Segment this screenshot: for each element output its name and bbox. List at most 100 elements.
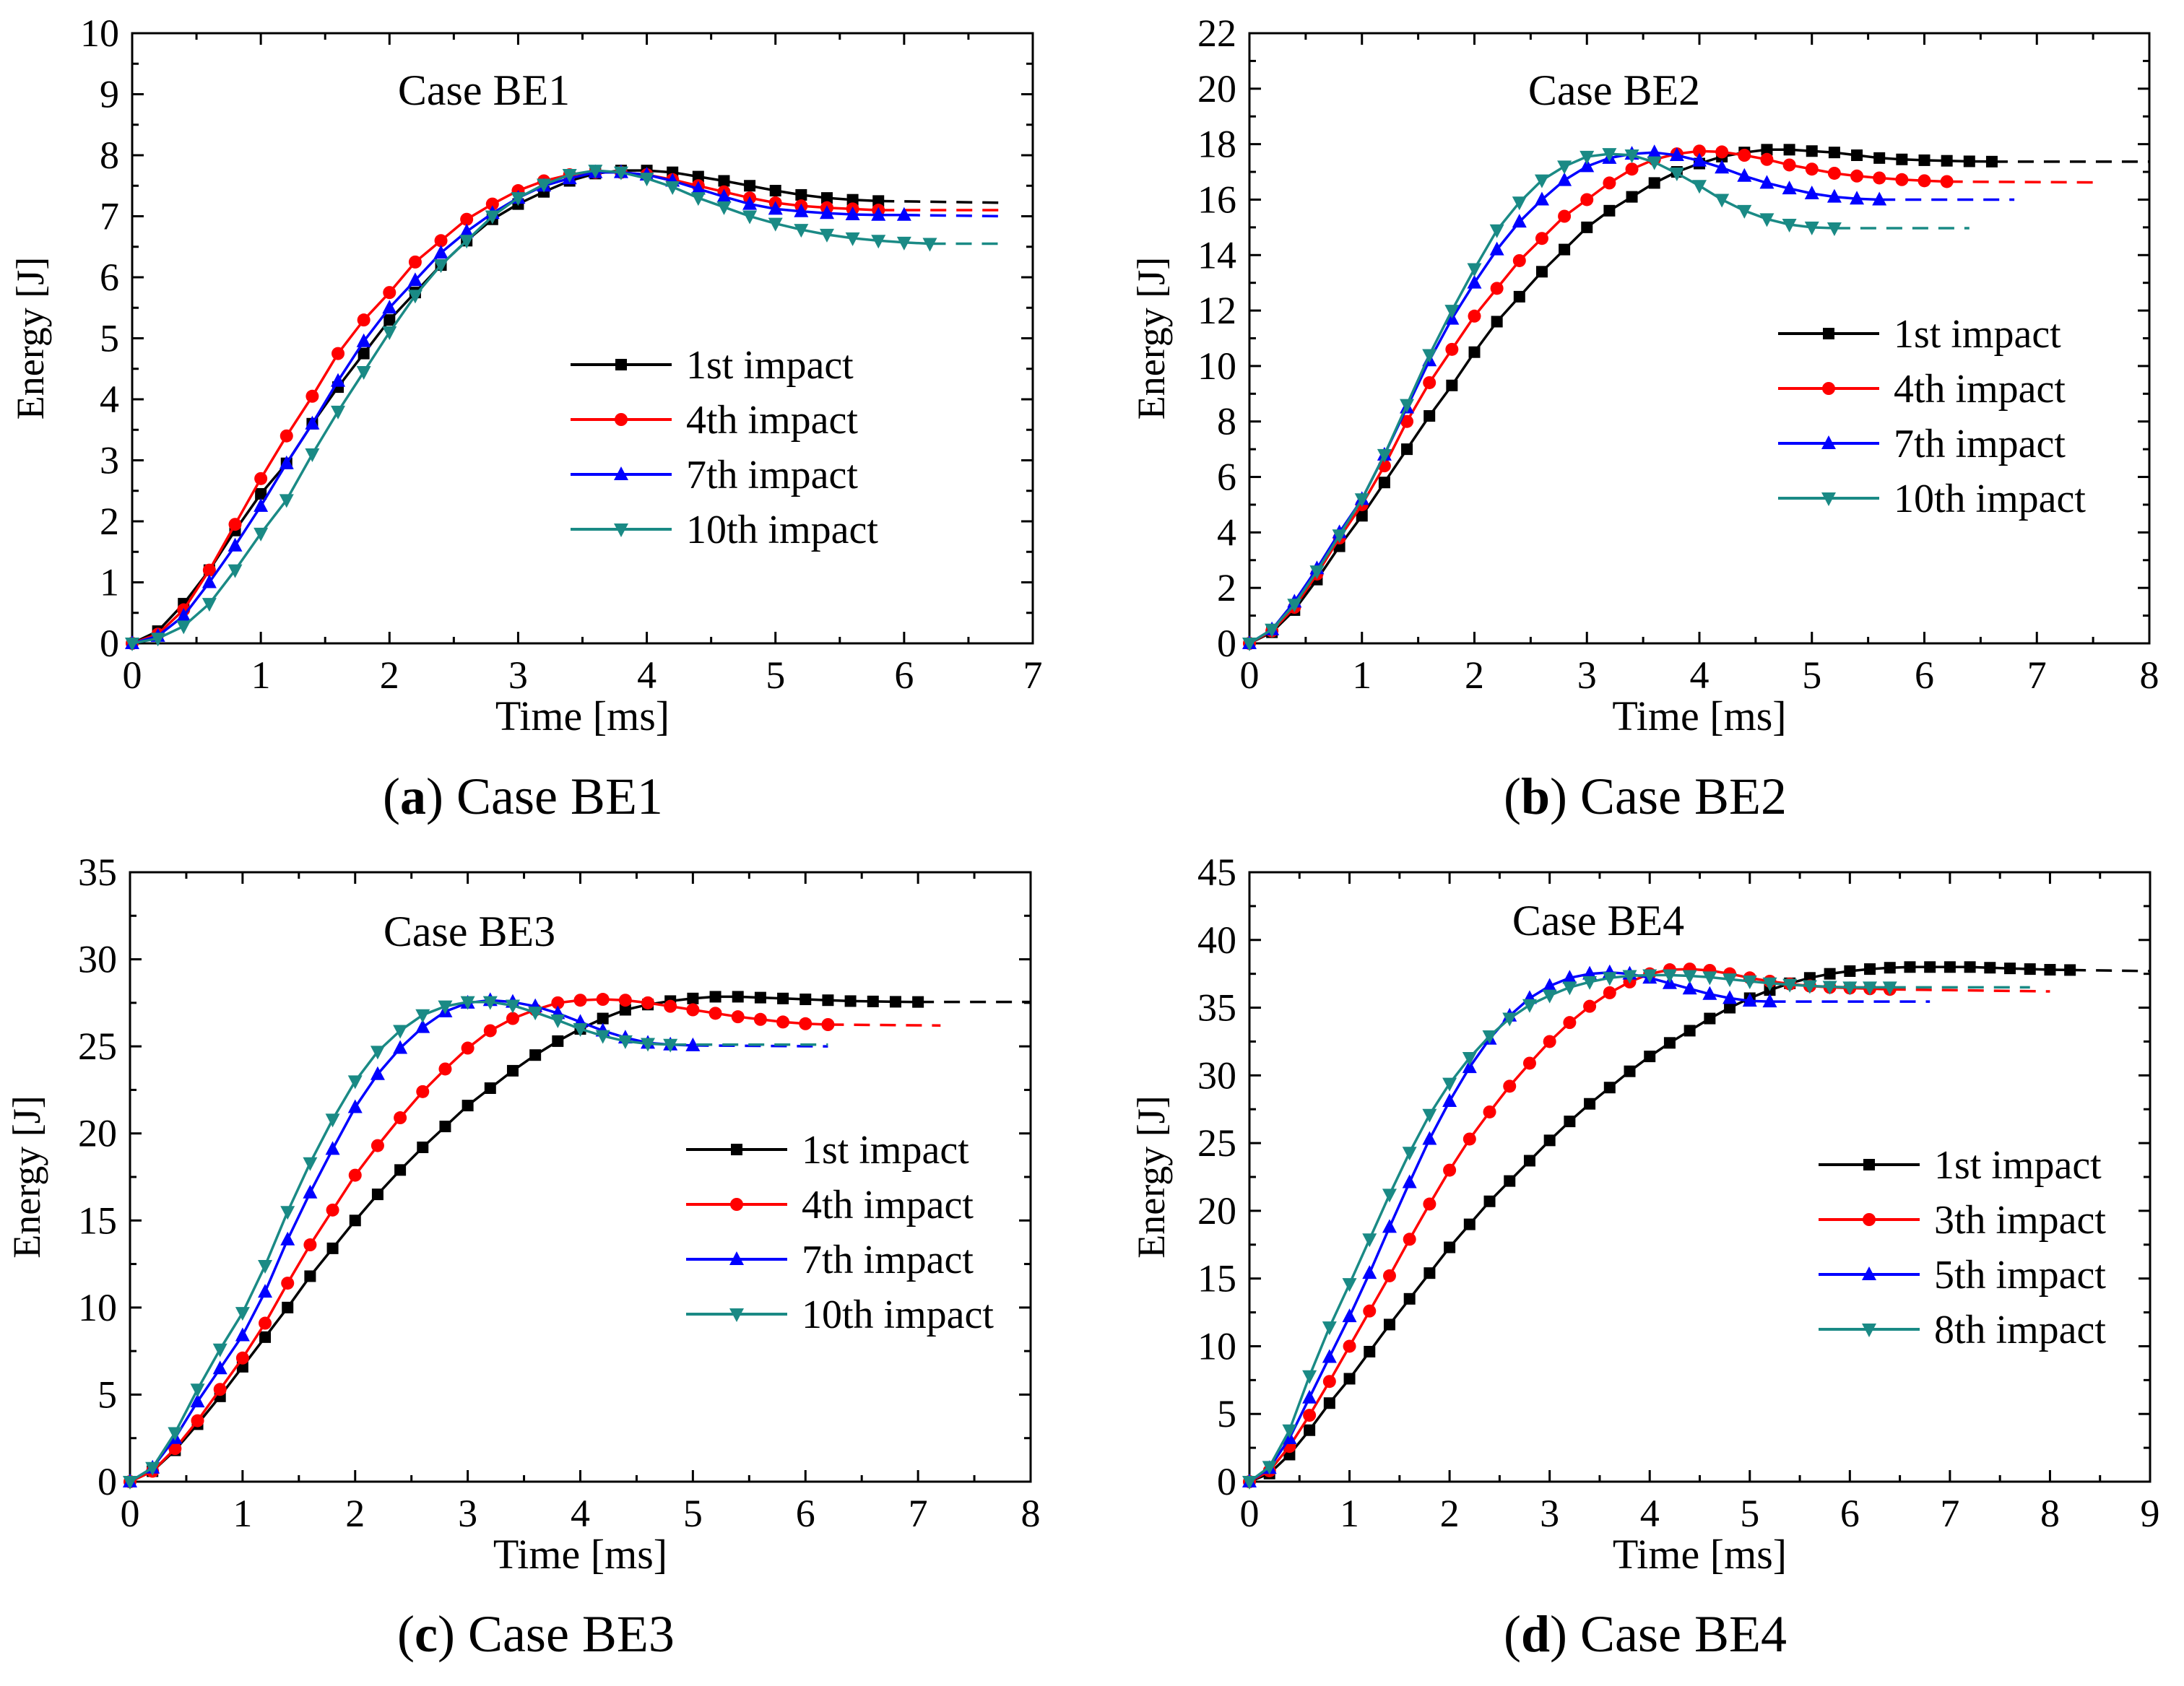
data-point — [1648, 177, 1660, 189]
data-point — [768, 201, 783, 215]
y-tick-label: 2 — [100, 500, 119, 543]
data-point — [176, 607, 191, 622]
x-tick-label: 6 — [1840, 1492, 1860, 1535]
data-point — [1583, 999, 1597, 1013]
data-point — [1503, 1079, 1517, 1093]
data-point — [1692, 180, 1707, 194]
data-point — [349, 1214, 361, 1227]
data-point — [2004, 963, 2016, 975]
data-point — [483, 1024, 497, 1038]
series-1 — [1244, 144, 2149, 649]
data-point — [1303, 1409, 1317, 1422]
legend-marker — [1821, 492, 1836, 506]
data-point — [1761, 144, 1773, 156]
series-4 — [125, 165, 1008, 651]
data-point — [820, 192, 833, 204]
data-point — [1322, 1375, 1336, 1389]
data-point — [588, 165, 603, 179]
data-point — [190, 1394, 205, 1408]
x-tick-label: 1 — [1352, 653, 1372, 697]
data-point — [1827, 166, 1841, 180]
data-point — [1692, 152, 1707, 167]
data-point — [394, 1111, 407, 1125]
series-3 — [1242, 964, 1930, 1487]
data-point — [1624, 1065, 1636, 1077]
data-point — [1724, 1001, 1736, 1014]
data-point — [1377, 448, 1392, 463]
data-point — [641, 1038, 656, 1052]
data-point — [1364, 1345, 1376, 1357]
x-tick-label: 7 — [1940, 1492, 1959, 1535]
data-point — [254, 527, 269, 542]
data-point — [1782, 181, 1797, 195]
x-tick-label: 3 — [1540, 1492, 1559, 1535]
data-point — [1382, 1269, 1396, 1282]
data-point — [1684, 1025, 1696, 1037]
data-point — [732, 991, 744, 1003]
data-point — [1884, 962, 1896, 974]
caption-c: (c) Case BE3 — [397, 1605, 675, 1663]
x-tick-label: 7 — [1023, 653, 1043, 697]
data-point — [1535, 232, 1548, 245]
data-point — [1682, 970, 1697, 984]
data-point — [777, 992, 789, 1004]
data-point — [663, 1038, 678, 1053]
data-point — [348, 1168, 362, 1182]
data-point — [326, 1242, 339, 1254]
data-point — [325, 1113, 340, 1128]
data-point — [1422, 349, 1437, 363]
x-tick-label: 8 — [2140, 653, 2159, 697]
legend-label: 1st impact — [1934, 1143, 2102, 1188]
x-tick-label: 8 — [1021, 1492, 1041, 1535]
data-point — [799, 1017, 812, 1030]
data-point — [1722, 990, 1738, 1004]
data-point — [1423, 1197, 1436, 1211]
y-tick-label: 6 — [1217, 456, 1236, 499]
data-point — [1483, 1195, 1496, 1207]
data-point — [123, 1476, 137, 1490]
x-tick-label: 4 — [1640, 1492, 1660, 1535]
data-point — [325, 1141, 340, 1155]
data-point — [1322, 1321, 1337, 1336]
data-point — [1622, 970, 1637, 984]
data-point — [1558, 209, 1572, 223]
data-point — [1468, 309, 1481, 323]
y-axis-label: Energy [J] — [5, 1095, 48, 1258]
data-point — [1742, 993, 1757, 1007]
data-point — [1626, 191, 1638, 203]
x-tick-label: 4 — [637, 653, 656, 697]
series-extension-dashed — [904, 214, 1008, 218]
data-point — [459, 235, 474, 249]
data-point — [872, 195, 885, 207]
data-point — [1964, 961, 1976, 973]
data-point — [1602, 148, 1617, 162]
data-point — [1783, 144, 1795, 156]
legend: 1st impact 4th impact 7th impact 10th impac… — [686, 1128, 994, 1337]
data-point — [1896, 153, 1908, 165]
data-point — [417, 1142, 429, 1154]
data-point — [1842, 981, 1858, 996]
data-point — [1382, 1189, 1397, 1203]
data-point — [1332, 529, 1347, 544]
x-tick-label: 2 — [1440, 1492, 1460, 1535]
data-point — [1442, 1092, 1457, 1107]
data-point — [1715, 160, 1730, 174]
data-point — [1924, 961, 1936, 973]
data-point — [1265, 623, 1280, 638]
data-point — [1759, 175, 1774, 189]
data-point — [1851, 149, 1863, 161]
data-point — [347, 1075, 363, 1090]
data-point — [433, 259, 448, 274]
data-point — [1535, 266, 1548, 278]
series-line — [1249, 152, 1834, 645]
y-tick-label: 35 — [1197, 986, 1236, 1030]
data-point — [415, 1009, 430, 1023]
data-point — [595, 1030, 610, 1044]
data-point — [686, 1003, 700, 1017]
series-extension-dashed — [2070, 968, 2151, 973]
data-point — [407, 272, 422, 287]
y-tick-label: 15 — [1197, 1257, 1236, 1300]
data-point — [331, 373, 346, 387]
data-point — [1603, 176, 1616, 190]
